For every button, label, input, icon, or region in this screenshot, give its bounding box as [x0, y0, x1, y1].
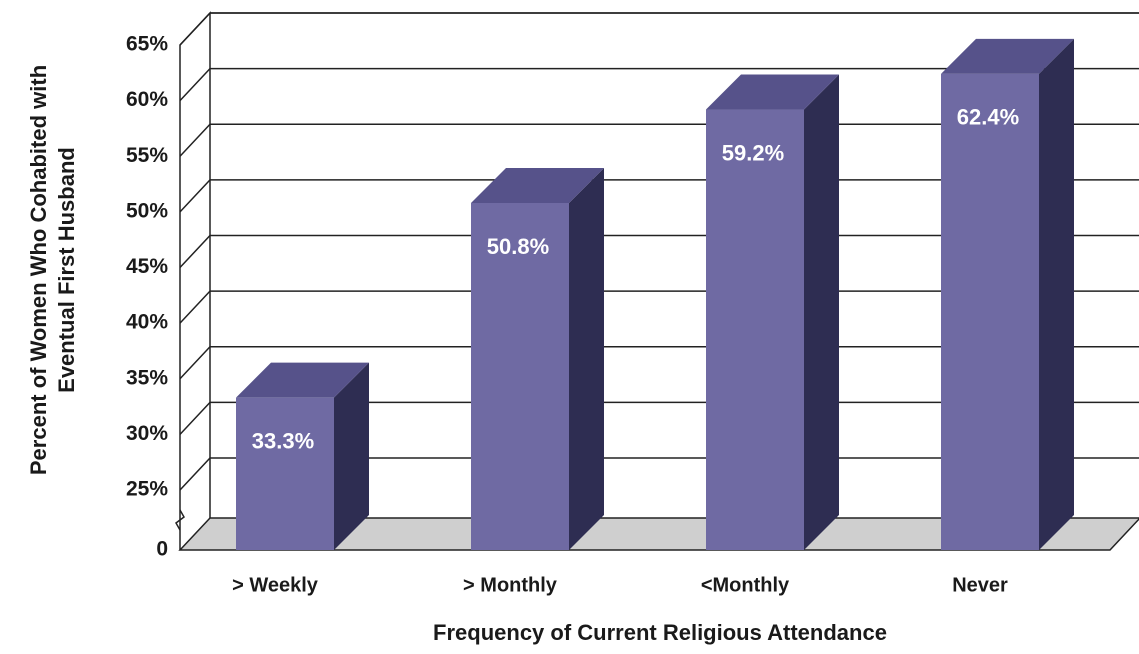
- y-axis-title-line: Percent of Women Who Cohabited with: [26, 65, 51, 475]
- y-tick-label: 35%: [126, 366, 168, 389]
- grid-line: [179, 234, 211, 269]
- grid-line: [179, 68, 211, 102]
- x-tick-label: > Monthly: [463, 574, 558, 596]
- grid-line: [179, 290, 211, 324]
- y-tick-label: 0: [156, 538, 168, 561]
- bar-top: [471, 167, 604, 203]
- y-tick-label: 50%: [126, 199, 168, 222]
- value-label: 33.3%: [252, 428, 314, 453]
- axis-break: [175, 509, 185, 531]
- bar-top: [941, 38, 1074, 74]
- x-tick-label: <Monthly: [701, 574, 790, 596]
- y-tick-label: 45%: [126, 255, 168, 278]
- grid-line: [179, 12, 211, 46]
- y-tick-label: 25%: [126, 478, 168, 501]
- bar-side: [804, 74, 839, 551]
- bar-top: [706, 74, 839, 110]
- x-tick-label: Never: [952, 574, 1008, 596]
- grid-line: [179, 123, 211, 157]
- bar: [706, 109, 804, 551]
- bar-top: [236, 362, 369, 398]
- y-tick-label: 55%: [126, 144, 168, 167]
- value-label: 50.8%: [487, 234, 549, 259]
- left-wall: [179, 11, 211, 550]
- bar-side: [334, 362, 369, 550]
- value-label: 59.2%: [722, 140, 784, 165]
- bar-side: [1039, 38, 1074, 551]
- y-tick-label: 40%: [126, 311, 168, 334]
- y-tick-label: 30%: [126, 422, 168, 445]
- x-tick-label: > Weekly: [232, 574, 319, 596]
- y-tick-label: 60%: [126, 88, 168, 111]
- value-label: 62.4%: [957, 105, 1019, 130]
- grid-line: [179, 457, 211, 491]
- bar-side: [569, 167, 604, 550]
- x-axis-title: Frequency of Current Religious Attendanc…: [433, 620, 887, 645]
- bar: [471, 202, 569, 550]
- y-axis-title: Percent of Women Who Cohabited with Even…: [26, 65, 79, 475]
- bar: [236, 397, 334, 550]
- grid-line: [179, 346, 211, 380]
- grid-line: [179, 401, 211, 435]
- grid-line: [179, 179, 211, 213]
- y-tick-label: 65%: [126, 33, 168, 56]
- y-axis-title-line: Eventual First Husband: [54, 147, 79, 393]
- bar: [941, 73, 1039, 551]
